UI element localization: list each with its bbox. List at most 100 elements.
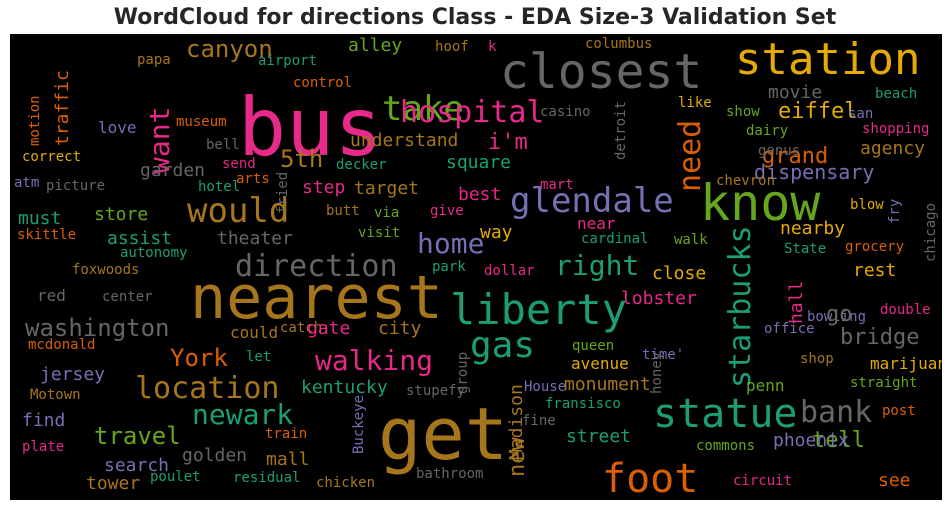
word-cardinal: cardinal [581, 231, 649, 247]
word-post: post [882, 403, 916, 419]
word-chevron: chevron [716, 173, 776, 189]
word-grocery: grocery [845, 239, 905, 255]
word-plate: plate [22, 439, 65, 455]
word-5th: 5th [280, 145, 324, 173]
word-office: office [764, 321, 815, 337]
word-gas: gas [470, 325, 536, 366]
word-train: train [265, 426, 308, 442]
word-eiffel: eiffel [778, 99, 858, 124]
word-control: control [293, 75, 353, 91]
word-correct: correct [22, 149, 82, 165]
word-visit: visit [358, 225, 401, 241]
word-right: right [555, 249, 640, 282]
word-bus: bus [238, 81, 383, 174]
word-statue: statue [653, 391, 798, 437]
word-nearest: nearest [190, 263, 443, 333]
word-love: love [98, 118, 137, 137]
word-need: need [673, 119, 708, 192]
word-airport: airport [258, 53, 318, 69]
word-autonomy: autonomy [120, 245, 188, 261]
word-queen: queen [572, 338, 615, 354]
word-location: location [135, 371, 280, 406]
word-newark: newark [192, 398, 294, 431]
word-liberty: liberty [450, 285, 628, 334]
word-butt: butt [326, 203, 360, 219]
word-circuit: circuit [733, 473, 793, 489]
word-shopping: shopping [862, 121, 930, 137]
word-travel: travel [94, 422, 181, 450]
word-dollar: dollar [484, 263, 535, 279]
word-search: search [104, 455, 170, 476]
word-shop: shop [800, 351, 834, 367]
word-blow: blow [850, 197, 884, 213]
word-double: double [880, 302, 931, 318]
word-lobster: lobster [621, 288, 697, 309]
word-stupefy: stupefy [406, 383, 466, 399]
word-target: target [354, 178, 420, 199]
word-picture: picture [46, 178, 106, 194]
word-red: red [37, 286, 66, 305]
word-columbus: columbus [585, 36, 653, 52]
word-direction: direction [235, 249, 398, 284]
word-avenue: avenue [571, 354, 629, 373]
word-park: park [432, 259, 466, 275]
word-see: see [878, 470, 911, 491]
word-would: would [187, 191, 290, 231]
word-bank: bank [800, 395, 873, 430]
word-bridge: bridge [840, 325, 920, 350]
word-foot: foot [602, 456, 699, 500]
word-house: House [524, 379, 567, 395]
word-hall: hall [786, 280, 807, 324]
word-walk: walk [674, 232, 708, 248]
word-tell: tell [812, 428, 865, 453]
word-bowling: bowling [807, 309, 867, 325]
word-street: street [566, 426, 632, 447]
word-hotel: hotel [198, 179, 241, 195]
word-washington: washington [25, 314, 170, 342]
word-museum: museum [176, 114, 227, 130]
word-phoenix: phoenix [773, 430, 849, 451]
word-like: like [678, 95, 712, 111]
word-agency: agency [860, 138, 926, 159]
word-bell: bell [206, 137, 240, 153]
word-close: close [652, 263, 707, 284]
word-home: home [417, 227, 485, 260]
word-know: know [700, 174, 821, 232]
word-let: let [246, 349, 272, 365]
word-jersey: jersey [40, 364, 106, 385]
word-way: way [480, 222, 513, 243]
word-san: san [848, 106, 874, 122]
word-grand: grand [762, 144, 829, 169]
word-dairy: dairy [746, 123, 789, 139]
word-kentucky: kentucky [301, 377, 388, 398]
word-station: station [735, 34, 921, 85]
word-understand: understand [350, 130, 459, 151]
word-i-m: i'm [488, 130, 528, 155]
word-chicago: chicago [923, 202, 939, 262]
word-atm: atm [14, 175, 40, 191]
word-walking: walking [315, 344, 434, 377]
word-show: show [726, 104, 760, 120]
word-nearby: nearby [780, 218, 846, 239]
word-closest: closest [500, 44, 703, 100]
word-residual: residual [233, 470, 301, 486]
word-alley: alley [348, 35, 403, 56]
word-city: city [378, 318, 422, 339]
word-genus: genus [758, 143, 801, 159]
word-fransisco: fransisco [545, 396, 621, 412]
word-tower: tower [86, 473, 141, 494]
word-papa: papa [137, 52, 171, 68]
word-fry: fry [887, 198, 903, 224]
word-find: find [22, 410, 66, 431]
word-fried: fried [275, 171, 291, 214]
word-mall: mall [266, 449, 310, 470]
word-cloud-canvas: bus nearest get closest station know liberty fo… [10, 34, 942, 500]
word-bathroom: bathroom [416, 466, 484, 482]
word-hoof: hoof [435, 39, 469, 55]
word-marijuana: marijuana [870, 354, 942, 373]
word-buckeye: Buckeye [351, 394, 367, 454]
word-via: via [374, 205, 400, 221]
word-arts: arts [236, 171, 270, 187]
word-monument: monument [564, 374, 651, 395]
word-mart: mart [540, 177, 574, 193]
